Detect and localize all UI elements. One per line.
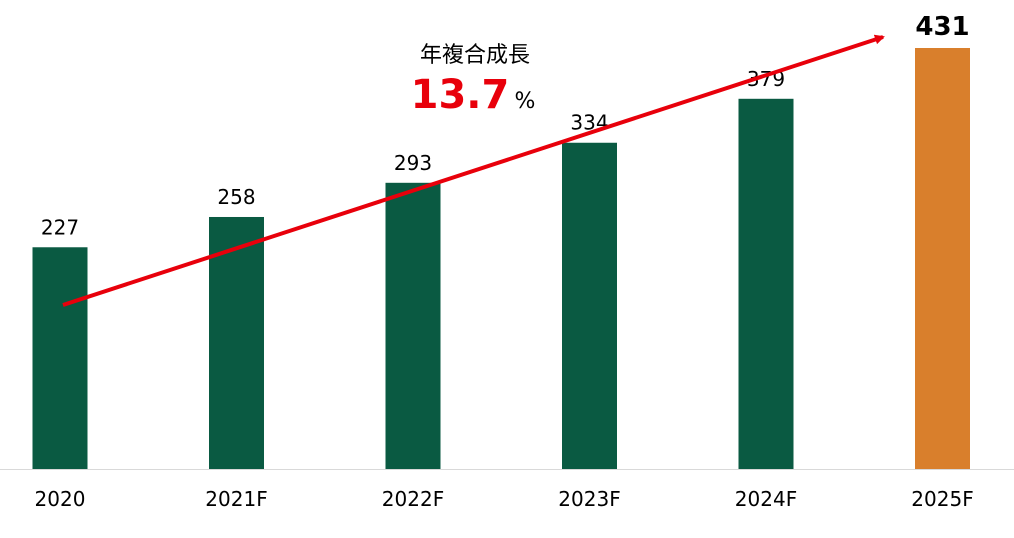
value-label-2021f: 258 [217, 185, 255, 209]
x-tick-label-2020: 2020 [35, 487, 86, 511]
bar-2020 [32, 247, 88, 469]
trend-arrow [62, 34, 885, 307]
bars-layer [32, 48, 970, 469]
bar-2023f [562, 142, 617, 469]
value-label-2022f: 293 [394, 151, 432, 175]
bar-2025f [915, 48, 970, 469]
bar-2022f [385, 182, 441, 469]
bar-2024f [738, 98, 794, 469]
value-label-2020: 227 [41, 215, 79, 239]
cagr-title: 年複合成長 [420, 43, 530, 68]
x-tick-label-2022f: 2022F [382, 487, 444, 511]
x-tick-label-2021f: 2021F [205, 487, 267, 511]
cagr-value-line: 13.7 % [411, 72, 536, 118]
cagr-value: 13.7 [411, 72, 510, 118]
x-tick-label-2025f: 2025F [911, 487, 973, 511]
cagr-unit: % [514, 89, 535, 114]
x-tick-label-2023f: 2023F [558, 487, 620, 511]
tick-labels-layer: 2020 2021F 2022F 2023F 2024F 2025F [35, 487, 974, 511]
bar-2021f [209, 216, 264, 469]
x-tick-label-2024f: 2024F [735, 487, 797, 511]
value-label-2025f: 431 [915, 12, 969, 42]
